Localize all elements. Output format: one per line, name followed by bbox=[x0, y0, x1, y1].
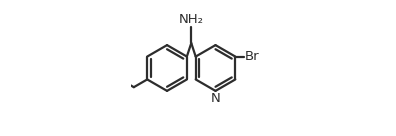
Text: Br: Br bbox=[245, 50, 259, 63]
Text: N: N bbox=[211, 92, 221, 105]
Text: NH₂: NH₂ bbox=[179, 13, 204, 26]
